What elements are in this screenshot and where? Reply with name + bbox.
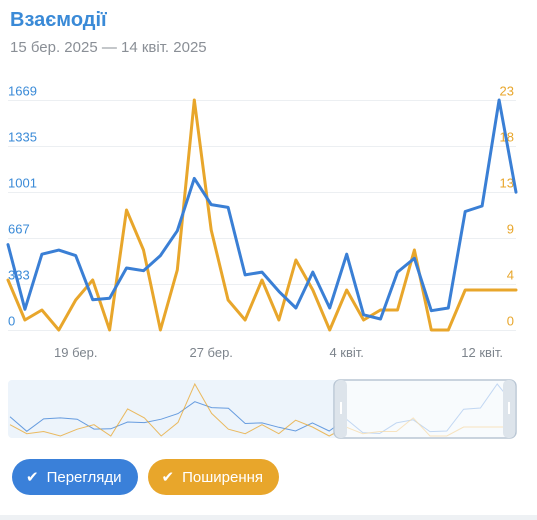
navigator-window	[333, 379, 517, 439]
x-tick-label: 19 бер.	[54, 345, 97, 360]
toggle-views-label: Перегляди	[46, 468, 122, 486]
y-left-tick-label: 1669	[8, 84, 37, 99]
y-left-tick-label: 1335	[8, 130, 37, 145]
series-toggles: ✔ Перегляди ✔ Поширення	[12, 459, 280, 495]
x-tick-label: 4 квіт.	[329, 345, 363, 360]
toggle-shares-button[interactable]: ✔ Поширення	[147, 459, 280, 495]
series-line-views	[6, 98, 518, 321]
y-right-tick-label: 13	[500, 176, 514, 191]
range-navigator	[8, 379, 517, 439]
check-icon: ✔	[161, 469, 175, 486]
check-icon: ✔	[26, 469, 39, 486]
grid-lines	[8, 100, 516, 331]
y-left-tick-label: 0	[8, 314, 15, 329]
main-series	[6, 98, 518, 332]
toggle-shares-label: Поширення	[182, 468, 264, 486]
x-tick-label: 12 квіт.	[461, 345, 503, 360]
chart-title: Взаємодії	[10, 9, 107, 31]
y-right-tick-label: 0	[507, 314, 514, 329]
y-right-tick-label: 9	[507, 222, 514, 237]
bottom-divider	[0, 515, 537, 520]
y-right-tick-label: 23	[500, 84, 514, 99]
x-ticks: 19 бер. 27 бер. 4 квіт. 12 квіт.	[54, 345, 503, 360]
x-tick-label: 27 бер.	[189, 345, 232, 360]
series-line-shares	[6, 98, 518, 332]
y-left-tick-label: 667	[8, 222, 30, 237]
y-left-tick-label: 1001	[8, 176, 37, 191]
date-range: 15 бер. 2025 — 14 квіт. 2025	[10, 39, 207, 56]
toggle-views-button[interactable]: ✔ Перегляди	[12, 459, 138, 495]
y-right-tick-label: 4	[507, 268, 514, 283]
